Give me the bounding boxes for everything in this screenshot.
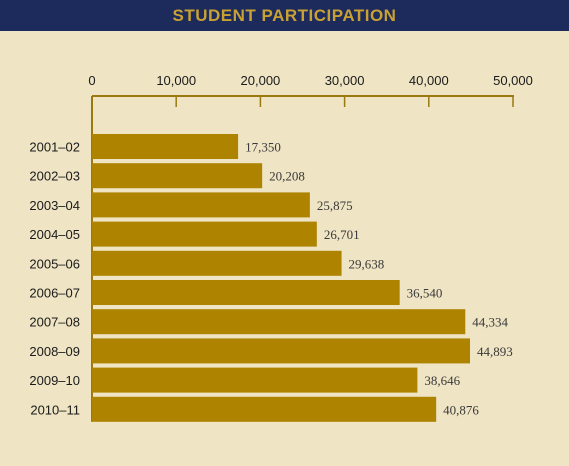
bar-chart: 0 10,000 20,000 30,000 40,000 50,000 2001–02 1… (29, 73, 533, 422)
value-label: 38,646 (424, 373, 460, 388)
bar (92, 192, 310, 218)
value-label: 25,875 (317, 198, 353, 213)
value-label: 44,334 (472, 315, 508, 330)
bar (92, 134, 239, 159)
bar (92, 338, 470, 364)
value-label: 44,893 (477, 344, 513, 359)
value-label: 36,540 (407, 286, 443, 301)
x-tick-label: 30,000 (325, 73, 365, 88)
bar (92, 309, 466, 335)
category-label: 2003–04 (29, 198, 80, 213)
x-tick-label: 10,000 (156, 73, 196, 88)
bar (92, 367, 418, 393)
category-label: 2001–02 (29, 140, 80, 155)
x-tick-label: 20,000 (241, 73, 281, 88)
value-label: 20,208 (269, 169, 305, 184)
category-label: 2004–05 (29, 227, 80, 242)
category-label: 2010–11 (30, 402, 80, 417)
value-label: 26,701 (324, 227, 360, 242)
chart-title: STUDENT PARTICIPATION (172, 5, 397, 25)
bar (92, 163, 263, 189)
category-label: 2007–08 (29, 315, 80, 330)
value-label: 17,350 (245, 140, 281, 155)
category-label: 2008–09 (29, 344, 80, 359)
bar (92, 280, 400, 305)
chart-header: STUDENT PARTICIPATION (0, 0, 569, 31)
bar (92, 396, 437, 422)
bar (92, 221, 317, 247)
x-tick-label: 40,000 (409, 73, 449, 88)
category-label: 2006–07 (29, 286, 80, 301)
value-label: 40,876 (443, 402, 479, 417)
category-label: 2002–03 (29, 169, 80, 184)
value-label: 29,638 (349, 256, 385, 271)
bar (92, 250, 342, 276)
bars: 2001–02 17,350 2002–03 20,208 2003–04 25,875 2… (29, 134, 513, 422)
category-label: 2009–10 (29, 373, 80, 388)
category-label: 2005–06 (29, 256, 80, 271)
x-tick-label: 50,000 (493, 73, 533, 88)
x-tick-label: 0 (88, 73, 95, 88)
